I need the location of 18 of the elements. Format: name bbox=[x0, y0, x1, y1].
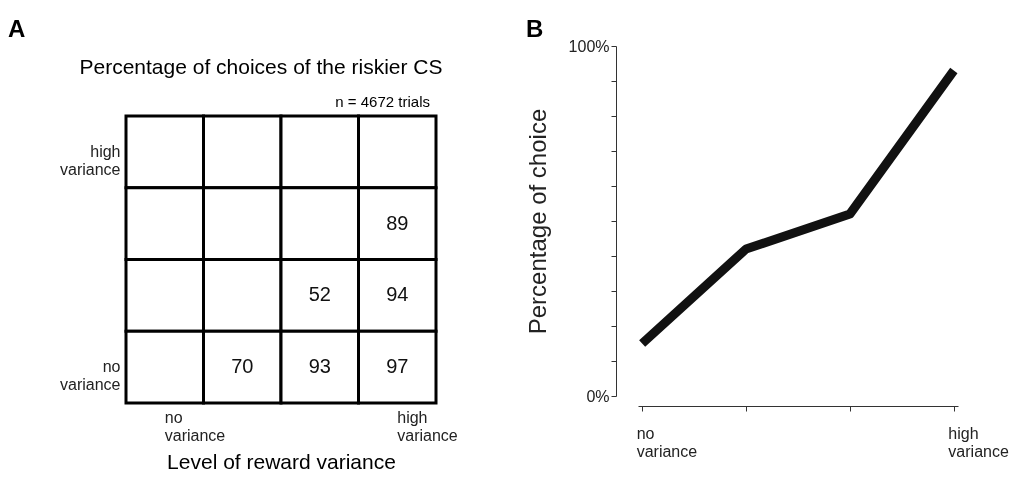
x-tick-label: no variance bbox=[636, 424, 698, 460]
x-tick-label: high variance bbox=[948, 424, 1009, 460]
x-axis-title: Level of reward variance bbox=[167, 449, 396, 473]
text: n = 4672 trials bbox=[335, 93, 430, 110]
x-tick-label: no variance bbox=[164, 408, 226, 444]
x-tick-label: high variance bbox=[397, 408, 458, 444]
text: B bbox=[526, 15, 544, 42]
data-label: 70 bbox=[231, 355, 254, 378]
y-tick-label: 100% bbox=[568, 37, 610, 55]
y-tick-label: 0% bbox=[586, 387, 610, 405]
text: A bbox=[8, 15, 26, 42]
y-axis-title: Percentage of choice bbox=[523, 108, 551, 335]
data-label: 89 bbox=[386, 211, 409, 234]
chart-title: Percentage of choices of the riskier CS bbox=[79, 55, 443, 78]
data-label: 93 bbox=[308, 355, 331, 378]
data-label: 94 bbox=[386, 283, 409, 306]
data-label: 52 bbox=[308, 283, 331, 306]
data-label: 97 bbox=[386, 355, 409, 378]
